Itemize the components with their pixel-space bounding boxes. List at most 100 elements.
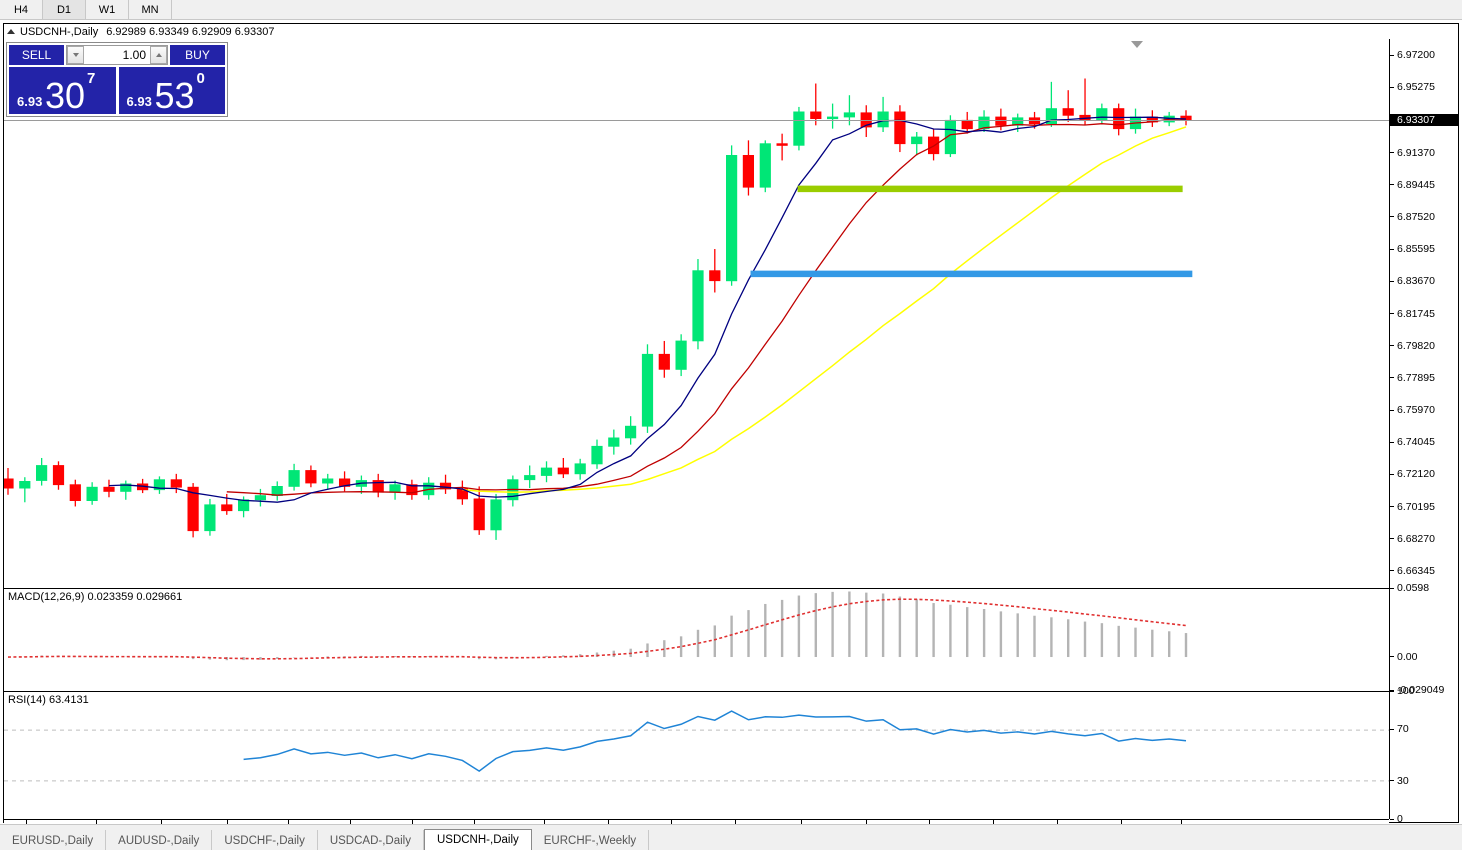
- date-scale-tick-mark: [608, 820, 609, 824]
- chart-tab-label: EURUSD-,Daily: [12, 834, 94, 847]
- period-tab-label: MN: [141, 3, 159, 16]
- rsi-pane: RSI(14) 63.4131: [4, 691, 1389, 819]
- chart-tab-label: AUDUSD-,Daily: [118, 834, 200, 847]
- date-scale-tick-mark: [671, 820, 672, 824]
- buy-price-prefix: 6.93: [126, 94, 152, 109]
- chart-tab-usdcad-daily[interactable]: USDCAD-,Daily: [318, 830, 424, 850]
- rsi-scale-tick: 100: [1390, 685, 1458, 697]
- volume-value[interactable]: 1.00: [84, 46, 150, 64]
- price-scale-axis[interactable]: 6.97200 6.95275 6.93307 6.91370 6.89445 6.875…: [1389, 39, 1458, 825]
- price-scale-tick: 6.79820: [1390, 340, 1458, 352]
- date-scale-tick-mark: [96, 820, 97, 824]
- chart-tab-label: USDCHF-,Daily: [224, 834, 305, 847]
- price-scale-tick: 6.66345: [1390, 565, 1458, 577]
- price-scale-tick: 6.85595: [1390, 243, 1458, 255]
- date-scale-tick-mark: [1121, 820, 1122, 824]
- price-scale-tick: 6.70195: [1390, 501, 1458, 513]
- price-scale-tick: 6.81745: [1390, 308, 1458, 320]
- date-scale-tick-mark: [866, 820, 867, 824]
- buy-button[interactable]: BUY: [170, 45, 225, 65]
- volume-increment-button[interactable]: [150, 46, 167, 64]
- price-scale-tick: 6.91370: [1390, 147, 1458, 159]
- rsi-scale-tick: 0: [1390, 813, 1458, 825]
- period-tab-mn[interactable]: MN: [129, 0, 172, 19]
- date-scale-tick-mark: [801, 820, 802, 824]
- chart-tab-usdchf-daily[interactable]: USDCHF-,Daily: [212, 830, 318, 850]
- triangle-up-icon[interactable]: [7, 27, 16, 36]
- date-scale-tick-mark: [412, 820, 413, 824]
- chart-tab-label: USDCAD-,Daily: [329, 834, 411, 847]
- date-scale-tick-mark: [474, 820, 475, 824]
- chart-window: USDCNH-,Daily 6.92989 6.93349 6.92909 6.…: [0, 23, 1459, 840]
- chevron-down-icon: [72, 53, 79, 57]
- price-scale-tick: 6.87520: [1390, 211, 1458, 223]
- date-scale-tick-mark: [735, 820, 736, 824]
- chart-ohlc-values: 6.92989 6.93349 6.92909 6.93307: [106, 25, 275, 38]
- trade-panel-price-row: 6.93 30 7 6.93 53 0: [7, 67, 227, 116]
- date-scale-tick-mark: [1057, 820, 1058, 824]
- period-tab-label: W1: [98, 3, 116, 16]
- rsi-label: RSI(14) 63.4131: [8, 694, 89, 706]
- macd-scale-tick: 0.0598: [1390, 582, 1458, 594]
- chart-tab-label: USDCNH-,Daily: [436, 834, 519, 846]
- date-scale-tick-mark: [929, 820, 930, 824]
- price-scale-current-label: 6.93307: [1390, 114, 1458, 127]
- date-scale-tick-mark: [993, 820, 994, 824]
- date-scale-tick-mark: [288, 820, 289, 824]
- rsi-scale-tick: 70: [1390, 723, 1458, 735]
- rsi-scale-tick: 30: [1390, 775, 1458, 787]
- price-pane: [4, 39, 1389, 587]
- period-tab-h4[interactable]: H4: [0, 0, 43, 19]
- sell-price-cell[interactable]: 6.93 30 7: [9, 67, 116, 116]
- one-click-trading-panel: SELL 1.00 BUY 6.93 30 7 6.93: [6, 42, 228, 117]
- price-scale-tick: 6.95275: [1390, 81, 1458, 93]
- date-scale-tick-mark: [161, 820, 162, 824]
- buy-button-label: BUY: [185, 48, 210, 62]
- price-scale-tick: 6.68270: [1390, 533, 1458, 545]
- volume-decrement-button[interactable]: [67, 46, 84, 64]
- period-tab-label: D1: [56, 3, 72, 16]
- price-scale-tick: 6.77895: [1390, 372, 1458, 384]
- macd-plot: [7, 591, 1188, 661]
- macd-pane: MACD(12,26,9) 0.023359 0.029661: [4, 588, 1389, 690]
- date-scale-tick-mark: [350, 820, 351, 824]
- trade-panel-top-row: SELL 1.00 BUY: [7, 43, 227, 67]
- chart-symbol-label: USDCNH-,Daily: [20, 25, 99, 38]
- date-scale-tick-mark: [26, 820, 27, 824]
- buy-price-cell[interactable]: 6.93 53 0: [118, 67, 225, 116]
- chart-tab-label: EURCHF-,Weekly: [543, 834, 637, 847]
- chart-top-marker-icon: [1131, 41, 1143, 48]
- chart-tab-bar: EURUSD-,Daily AUDUSD-,Daily USDCHF-,Daily U…: [0, 824, 1462, 850]
- chart-tab-usdcnh-daily[interactable]: USDCNH-,Daily: [423, 829, 532, 850]
- period-tab-label: H4: [13, 3, 29, 16]
- date-scale-tick-mark: [227, 820, 228, 824]
- date-scale-tick-mark: [544, 820, 545, 824]
- date-scale-tick-mark: [1181, 820, 1182, 824]
- sell-button-label: SELL: [21, 48, 52, 62]
- rsi-plot: [4, 710, 1389, 782]
- chart-tab-eurchf-weekly[interactable]: EURCHF-,Weekly: [532, 830, 650, 850]
- chart-tab-eurusd-daily[interactable]: EURUSD-,Daily: [0, 830, 107, 850]
- macd-label: MACD(12,26,9) 0.023359 0.029661: [8, 591, 183, 603]
- period-tab-d1[interactable]: D1: [43, 0, 86, 19]
- current-price-line: [4, 120, 1389, 122]
- sell-price-prefix: 6.93: [17, 94, 43, 109]
- price-scale-tick: 6.89445: [1390, 179, 1458, 191]
- volume-input[interactable]: 1.00: [66, 45, 168, 65]
- chevron-up-icon: [155, 53, 162, 57]
- macd-scale-tick: -0.029049: [1390, 684, 1458, 696]
- price-scale-tick: 6.97200: [1390, 49, 1458, 61]
- period-tab-w1[interactable]: W1: [86, 0, 129, 19]
- buy-price-fraction: 0: [196, 70, 205, 87]
- price-scale-tick: 6.74045: [1390, 436, 1458, 448]
- chart-tab-audusd-daily[interactable]: AUDUSD-,Daily: [106, 830, 213, 850]
- price-scale-tick: 6.83670: [1390, 275, 1458, 287]
- sell-button[interactable]: SELL: [9, 45, 64, 65]
- chart-header: USDCNH-,Daily 6.92989 6.93349 6.92909 6.…: [4, 24, 1458, 39]
- price-scale-tick: 6.75970: [1390, 404, 1458, 416]
- buy-price-main: 53: [154, 75, 195, 116]
- period-tab-bar: H4 D1 W1 MN: [0, 0, 1462, 20]
- price-plot: [4, 78, 1193, 540]
- price-scale-tick: 6.72120: [1390, 468, 1458, 480]
